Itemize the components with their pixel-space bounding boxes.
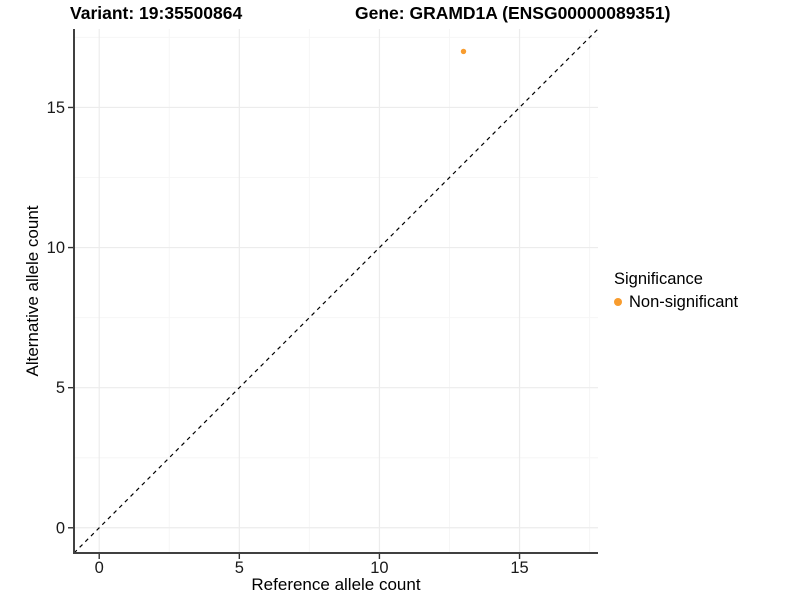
variant-title: Variant: 19:35500864: [70, 3, 243, 23]
data-point: [460, 48, 467, 55]
legend-point-icon: [614, 298, 622, 306]
y-axis-title: Alternative allele count: [23, 205, 42, 377]
x-tick-label: 5: [235, 559, 244, 577]
identity-line: [73, 28, 599, 554]
legend: Significance Non-significant: [614, 270, 738, 312]
x-tick-label: 0: [95, 559, 104, 577]
gene-title: Gene: GRAMD1A (ENSG00000089351): [355, 3, 671, 23]
x-tick-label: 10: [370, 559, 388, 577]
legend-entry-label: Non-significant: [629, 293, 739, 311]
y-tick-label: 10: [47, 239, 65, 257]
x-axis-title: Reference allele count: [251, 575, 421, 594]
legend-title: Significance: [614, 270, 703, 288]
legend-entry: Non-significant: [614, 292, 738, 312]
y-tick-label: 5: [56, 379, 65, 397]
x-tick-label: 15: [510, 559, 528, 577]
y-tick-label: 15: [47, 99, 65, 117]
y-tick-label: 0: [56, 519, 65, 537]
